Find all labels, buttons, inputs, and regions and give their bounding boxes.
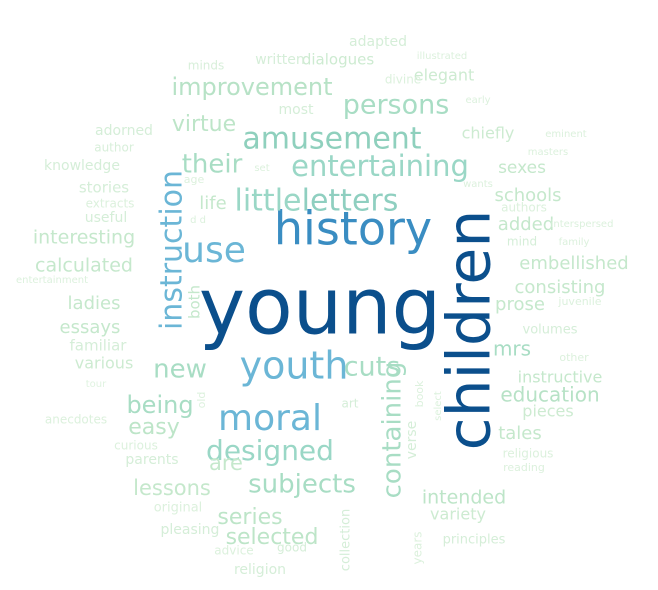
word-curious: curious: [114, 439, 158, 453]
word-new: new: [153, 355, 207, 385]
word-mind: mind: [507, 235, 537, 249]
word-collection: collection: [339, 509, 354, 571]
word-persons: persons: [343, 90, 450, 121]
word-moral: moral: [218, 398, 322, 439]
word-tales: tales: [498, 423, 542, 444]
word-instructive: instructive: [518, 368, 603, 387]
word-select: select: [433, 391, 444, 421]
word-intended: intended: [422, 487, 506, 509]
word-education: education: [500, 383, 599, 407]
word-verse: verse: [404, 421, 420, 460]
word-set: set: [254, 163, 269, 174]
word-variety: variety: [430, 505, 486, 524]
word-extracts: extracts: [86, 197, 135, 211]
word-amusement: amusement: [242, 122, 421, 157]
word-little: little: [235, 184, 302, 219]
word-being: being: [126, 391, 193, 419]
word-adorned: adorned: [95, 123, 153, 139]
word-years: years: [411, 531, 425, 564]
word-pieces: pieces: [522, 402, 573, 421]
word-parents: parents: [125, 452, 178, 468]
word-pleasing: pleasing: [161, 522, 220, 538]
word-calculated: calculated: [35, 255, 133, 277]
word-cuts: cuts: [344, 352, 401, 383]
word-instruction: instruction: [155, 170, 190, 330]
word-schools: schools: [494, 185, 561, 206]
word-d-d: d d: [190, 215, 206, 226]
word-author: author: [94, 141, 134, 155]
word-selected: selected: [226, 525, 319, 550]
word-lessons: lessons: [133, 476, 211, 500]
word-history: history: [274, 202, 432, 256]
word-book: book: [413, 380, 426, 407]
word-tour: tour: [86, 379, 107, 390]
word-both: both: [186, 285, 204, 319]
word-volumes: volumes: [523, 323, 578, 338]
word-essays: essays: [60, 317, 121, 338]
word-sexes: sexes: [498, 158, 546, 178]
word-juvenile: juvenile: [557, 295, 601, 308]
word-chiefly: chiefly: [462, 124, 515, 143]
word-age: age: [184, 173, 205, 186]
word-their: their: [182, 150, 243, 180]
word-art: art: [342, 397, 359, 411]
word-life: life: [199, 193, 226, 214]
word-familiar: familiar: [70, 337, 128, 355]
word-virtue: virtue: [172, 112, 236, 137]
word-old: old: [195, 392, 208, 409]
word-subjects: subjects: [248, 470, 356, 500]
word-authors: authors: [501, 201, 547, 215]
word-adapted: adapted: [349, 34, 407, 50]
word-young: young: [199, 262, 441, 352]
word-minds: minds: [188, 59, 225, 73]
word-entertainment: entertainment: [16, 275, 88, 286]
word-written: written: [255, 52, 305, 68]
word-consisting: consisting: [515, 277, 606, 298]
word-original: original: [154, 501, 203, 516]
word-use: use: [182, 230, 246, 271]
word-divine: divine: [385, 73, 421, 87]
word-added: added: [498, 214, 554, 235]
word-good: good: [277, 541, 307, 555]
word-designed: designed: [206, 434, 334, 467]
word-advice: advice: [214, 544, 253, 558]
word-religion: religion: [234, 562, 286, 578]
word-children: children: [435, 210, 505, 451]
word-entertaining: entertaining: [291, 149, 469, 183]
word-series: series: [217, 505, 282, 530]
word-containing: containing: [378, 362, 408, 499]
word-family: family: [559, 237, 590, 248]
word-embellished: embellished: [519, 253, 628, 274]
word-youth: youth: [240, 344, 349, 388]
word-early: early: [465, 95, 490, 106]
word-interspersed: interspersed: [551, 219, 614, 230]
word-stories: stories: [79, 179, 129, 197]
word-improvement: improvement: [171, 73, 332, 101]
word-interesting: interesting: [33, 227, 135, 249]
word-reading: reading: [503, 461, 545, 474]
word-principles: principles: [443, 533, 506, 548]
word-easy: easy: [128, 415, 180, 440]
word-mrs: mrs: [493, 337, 531, 361]
word-anecdotes: anecdotes: [45, 413, 107, 427]
word-useful: useful: [85, 210, 127, 226]
word-religious: religious: [503, 447, 554, 461]
word-dialogues: dialogues: [302, 51, 374, 69]
word-most: most: [279, 102, 314, 118]
word-masters: masters: [528, 147, 568, 158]
word-knowledge: knowledge: [44, 158, 120, 174]
word-various: various: [75, 354, 134, 373]
word-prose: prose: [495, 294, 545, 315]
word-illustrated: illustrated: [417, 51, 467, 62]
word-ladies: ladies: [68, 293, 121, 314]
word-wants: wants: [463, 179, 493, 190]
word-elegant: elegant: [414, 66, 475, 85]
word-eminent: eminent: [545, 129, 587, 140]
word-letters: letters: [302, 184, 399, 219]
word-other: other: [559, 351, 589, 364]
word-are: are: [209, 451, 243, 475]
